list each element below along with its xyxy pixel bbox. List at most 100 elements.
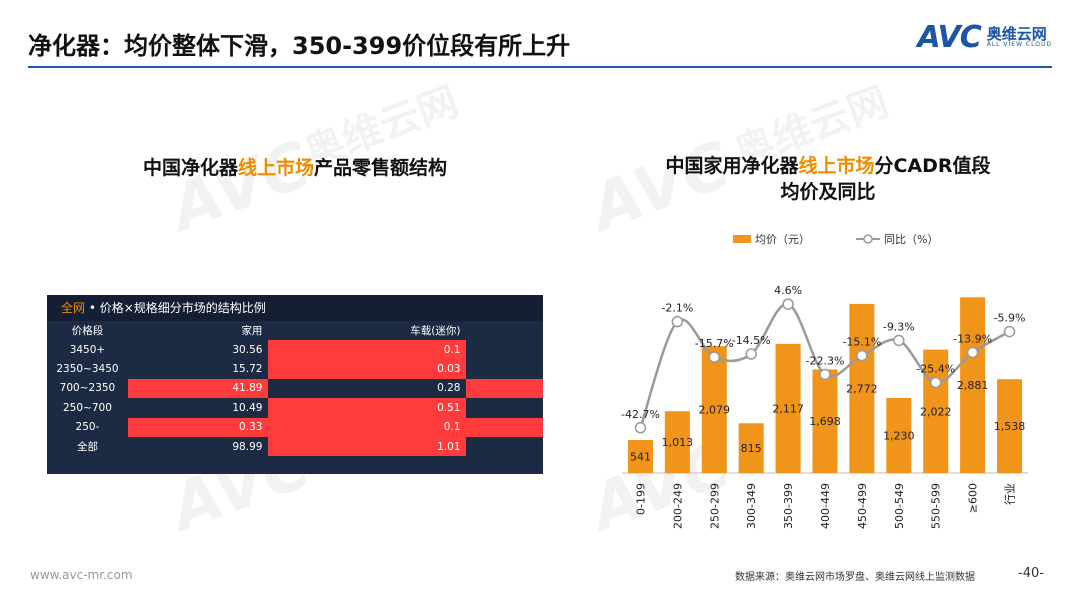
bar bbox=[738, 423, 764, 473]
table-row: 250~700 10.49 0.5111 bbox=[47, 398, 543, 418]
left-title-part: 中国净化器 bbox=[142, 157, 238, 179]
bar bbox=[701, 346, 727, 473]
bar bbox=[923, 349, 949, 473]
left-title-highlight: 线上市场 bbox=[237, 157, 314, 179]
website-url: www.avc-mr.com bbox=[30, 568, 133, 582]
table-row: 3450+ 30.56 0.130.65 bbox=[47, 340, 543, 360]
yoy-point bbox=[856, 349, 868, 362]
table-cell: 42.17 bbox=[466, 378, 543, 399]
structure-table: 价格段 家用 车载(迷你) 全部 3450+30.560.130.652350~… bbox=[47, 321, 543, 457]
page-title: 净化器：均价整体下滑，350-399价位段有所上升 bbox=[28, 32, 571, 60]
column-header: 全部 bbox=[466, 321, 543, 340]
price-yoy-chart: 均价（元） 同比（%） 541 0-199 1,013 200-249 2,079 250-2… bbox=[621, 233, 1028, 529]
legend-line-label: 同比（%） bbox=[884, 233, 938, 246]
structure-table-panel: 全网 • 价格×规格细分市场的结构比例 价格段 家用 车载(迷你) 全部 345… bbox=[47, 295, 543, 474]
table-cell: 2350~3450 bbox=[56, 363, 119, 376]
bar-value-label: 1,698 bbox=[809, 415, 841, 428]
page-number: -40- bbox=[1018, 566, 1044, 581]
table-cell: 30.56 bbox=[232, 343, 263, 356]
table-header-bar: 全网 • 价格×规格细分市场的结构比例 bbox=[47, 295, 543, 321]
table-header-row: 价格段 家用 车载(迷你) 全部 bbox=[47, 321, 543, 340]
table-head-highlight: 全网 bbox=[61, 301, 86, 315]
logo-cn-text: 奥维云网 bbox=[986, 24, 1047, 43]
logo-en-text: ALL VIEW CLOUD bbox=[986, 41, 1052, 49]
table-cell: 0.28 bbox=[437, 382, 461, 395]
yoy-value-label: -15.1% bbox=[842, 336, 881, 349]
yoy-value-label: -9.3% bbox=[883, 320, 915, 333]
x-tick-label: 行业 bbox=[1004, 483, 1017, 505]
bar bbox=[812, 369, 838, 473]
legend-bar-label: 均价（元） bbox=[755, 233, 810, 246]
yoy-point bbox=[634, 422, 647, 434]
table-cell: 10.49 bbox=[232, 401, 263, 414]
data-source: 数据来源：奥维云网市场罗盘、奥维云网线上监测数据 bbox=[735, 572, 975, 583]
x-tick-label: 250-299 bbox=[708, 483, 721, 529]
bar bbox=[997, 379, 1023, 473]
bar-value-label: 1,538 bbox=[994, 420, 1026, 433]
bar-value-label: 2,117 bbox=[772, 402, 804, 415]
yoy-point bbox=[929, 376, 942, 389]
yoy-point bbox=[782, 298, 794, 310]
yoy-value-label: -13.9% bbox=[953, 332, 992, 345]
legend-line-marker bbox=[863, 234, 873, 244]
bar-value-label: 2,022 bbox=[920, 405, 952, 418]
left-chart-title: 中国净化器线上市场产品零售额结构 bbox=[95, 153, 495, 180]
table-cell: 0.03 bbox=[268, 359, 467, 379]
left-title-part: 产品零售额结构 bbox=[314, 157, 448, 179]
title-divider bbox=[28, 66, 1052, 68]
table-cell: 11 bbox=[466, 398, 543, 417]
yoy-point bbox=[1003, 325, 1016, 338]
right-title-line2: 均价及同比 bbox=[780, 181, 876, 203]
table-cell: 41.89 bbox=[127, 378, 269, 399]
bar-value-label: 1,013 bbox=[662, 436, 694, 449]
yoy-value-label: -42.7% bbox=[621, 408, 660, 421]
bar-value-label: 2,772 bbox=[846, 382, 878, 395]
table-cell: 700~2350 bbox=[59, 382, 116, 395]
yoy-point bbox=[671, 315, 684, 328]
right-chart-title: 中国家用净化器线上市场分CADR值段 均价及同比 bbox=[628, 153, 1028, 205]
table-cell: 15.72 bbox=[232, 363, 263, 376]
bar-value-label: 541 bbox=[630, 450, 651, 463]
column-header: 家用 bbox=[241, 325, 263, 337]
yoy-point bbox=[819, 368, 831, 381]
yoy-value-label: -5.9% bbox=[994, 312, 1026, 325]
table-cell: 0.33 bbox=[127, 417, 269, 437]
table-cell: 250- bbox=[75, 421, 100, 434]
x-tick-label: 200-249 bbox=[671, 483, 684, 529]
legend-bar-swatch bbox=[733, 235, 751, 243]
logo-mark: AVC bbox=[917, 20, 981, 55]
yoy-value-label: -22.3% bbox=[806, 354, 845, 367]
bar bbox=[627, 439, 653, 473]
yoy-value-label: -2.1% bbox=[661, 302, 693, 315]
bar bbox=[664, 411, 690, 473]
yoy-value-label: -15.7% bbox=[695, 337, 734, 350]
yoy-point bbox=[745, 348, 757, 360]
x-tick-label: 500-549 bbox=[893, 483, 906, 529]
x-tick-label: 550-599 bbox=[930, 483, 943, 529]
x-tick-label: ≥600 bbox=[967, 483, 980, 513]
x-tick-label: 450-499 bbox=[856, 483, 869, 529]
table-cell: 0.1 bbox=[268, 417, 467, 437]
table-cell: 3450+ bbox=[69, 343, 106, 356]
table-cell: 100 bbox=[466, 437, 543, 456]
yoy-point bbox=[893, 334, 905, 347]
table-row: 700~2350 41.89 0.28 42.17 bbox=[47, 378, 543, 399]
yoy-value-label: -14.5% bbox=[732, 334, 771, 347]
table-cell: 0.44 bbox=[466, 417, 543, 437]
table-cell: 0.51 bbox=[268, 398, 467, 418]
yoy-point bbox=[966, 346, 979, 359]
yoy-point bbox=[708, 351, 721, 363]
x-tick-label: 400-449 bbox=[819, 483, 832, 529]
x-tick-label: 300-349 bbox=[745, 483, 758, 529]
bar-value-label: 1,230 bbox=[883, 429, 915, 442]
bar-value-label: 815 bbox=[741, 442, 762, 455]
table-cell: 15.75 bbox=[466, 359, 543, 378]
x-tick-label: 0-199 bbox=[634, 483, 647, 515]
table-cell: 1.01 bbox=[268, 436, 467, 457]
table-cell: 98.99 bbox=[232, 440, 263, 453]
yoy-value-label: -25.4% bbox=[916, 363, 955, 376]
x-tick-label: 350-399 bbox=[782, 483, 795, 529]
bar-value-label: 2,881 bbox=[957, 379, 989, 392]
column-header: 价格段 bbox=[71, 325, 104, 337]
bar bbox=[775, 343, 801, 473]
